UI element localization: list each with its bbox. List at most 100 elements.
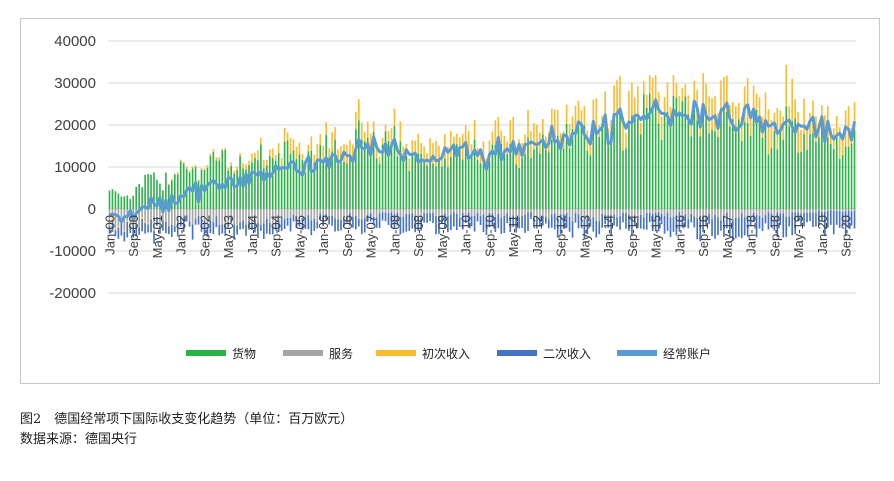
bar-0: [485, 169, 488, 209]
bar-1: [271, 209, 274, 226]
bar-0: [687, 114, 690, 209]
x-tick-label: Jan-08: [387, 215, 402, 255]
bar-3: [586, 215, 589, 235]
bar-1: [503, 209, 506, 216]
bar-0: [619, 109, 621, 209]
bar-0: [265, 165, 268, 209]
bar-1: [699, 209, 701, 218]
bar-1: [173, 209, 176, 227]
bar-2: [782, 116, 785, 140]
bar-1: [565, 209, 568, 214]
bar-3: [687, 219, 690, 229]
bar-1: [179, 209, 182, 216]
bar-2: [322, 145, 325, 161]
bar-2: [794, 99, 796, 119]
bar-0: [295, 158, 298, 209]
bar-2: [242, 163, 244, 169]
bar-3: [236, 225, 238, 235]
bar-2: [637, 86, 639, 119]
bar-0: [479, 163, 482, 209]
bar-2: [432, 143, 434, 164]
bar-1: [384, 209, 387, 213]
bar-0: [571, 128, 574, 209]
bar-1: [607, 209, 609, 216]
bar-2: [411, 139, 414, 154]
bar-3: [598, 221, 601, 235]
bar-1: [280, 209, 283, 216]
bar-3: [470, 216, 473, 227]
bar-0: [390, 141, 393, 209]
bar-0: [634, 114, 636, 209]
bar-0: [803, 133, 805, 209]
bar-0: [298, 154, 301, 209]
bar-3: [723, 220, 725, 238]
bar-1: [319, 209, 322, 214]
bar-2: [191, 166, 194, 169]
bar-3: [340, 219, 342, 231]
x-tick-label: May-03: [221, 215, 236, 258]
x-tick-label: Sep-12: [554, 215, 569, 257]
bar-2: [292, 139, 295, 151]
bar-1: [209, 209, 212, 221]
bar-2: [132, 221, 135, 223]
bar-2: [743, 86, 746, 123]
bar-1: [527, 209, 529, 213]
bar-3: [337, 219, 339, 232]
bar-1: [254, 209, 256, 220]
bar-2: [245, 164, 247, 170]
bar-3: [524, 214, 526, 233]
bar-3: [604, 214, 606, 225]
bar-1: [360, 209, 363, 220]
bar-3: [565, 213, 568, 229]
bar-3: [755, 214, 758, 238]
bar-3: [203, 220, 206, 236]
bar-2: [625, 132, 627, 149]
bar-3: [384, 212, 387, 222]
bar-0: [411, 153, 414, 209]
bar-0: [239, 156, 241, 209]
bar-2: [310, 136, 313, 151]
bar-3: [352, 216, 354, 228]
bar-2: [254, 152, 256, 158]
bar-0: [642, 94, 645, 209]
bar-3: [717, 217, 719, 236]
bar-3: [571, 221, 574, 238]
bar-3: [797, 212, 799, 221]
bar-0: [740, 140, 743, 209]
bar-1: [355, 209, 357, 217]
bar-3: [826, 210, 829, 228]
bar-2: [770, 120, 773, 149]
y-tick-label: -10000: [49, 243, 96, 260]
bar-2: [141, 217, 143, 219]
bar-1: [824, 209, 826, 213]
bar-0: [123, 196, 126, 209]
bar-0: [260, 144, 262, 209]
bar-0: [429, 160, 431, 209]
bar-2: [675, 82, 678, 98]
bar-3: [123, 231, 126, 242]
bar-3: [577, 214, 580, 229]
bar-2: [687, 95, 690, 115]
bar-0: [387, 140, 390, 209]
bar-0: [120, 196, 123, 209]
bar-0: [583, 125, 586, 209]
bar-2: [672, 75, 675, 97]
bar-1: [732, 209, 734, 220]
bar-2: [568, 124, 571, 149]
bar-3: [452, 212, 455, 227]
bar-3: [589, 219, 592, 227]
bar-2: [678, 96, 681, 112]
bar-0: [488, 160, 491, 209]
bar-1: [263, 209, 265, 224]
bar-1: [464, 209, 467, 216]
bar-3: [381, 212, 384, 221]
bar-1: [610, 209, 612, 219]
bar-2: [441, 155, 443, 167]
bar-2: [752, 85, 755, 111]
bar-0: [743, 122, 746, 209]
bar-0: [821, 121, 823, 209]
bar-3: [194, 218, 197, 225]
bar-0: [482, 163, 485, 209]
bar-1: [625, 209, 627, 213]
bar-0: [176, 174, 179, 209]
